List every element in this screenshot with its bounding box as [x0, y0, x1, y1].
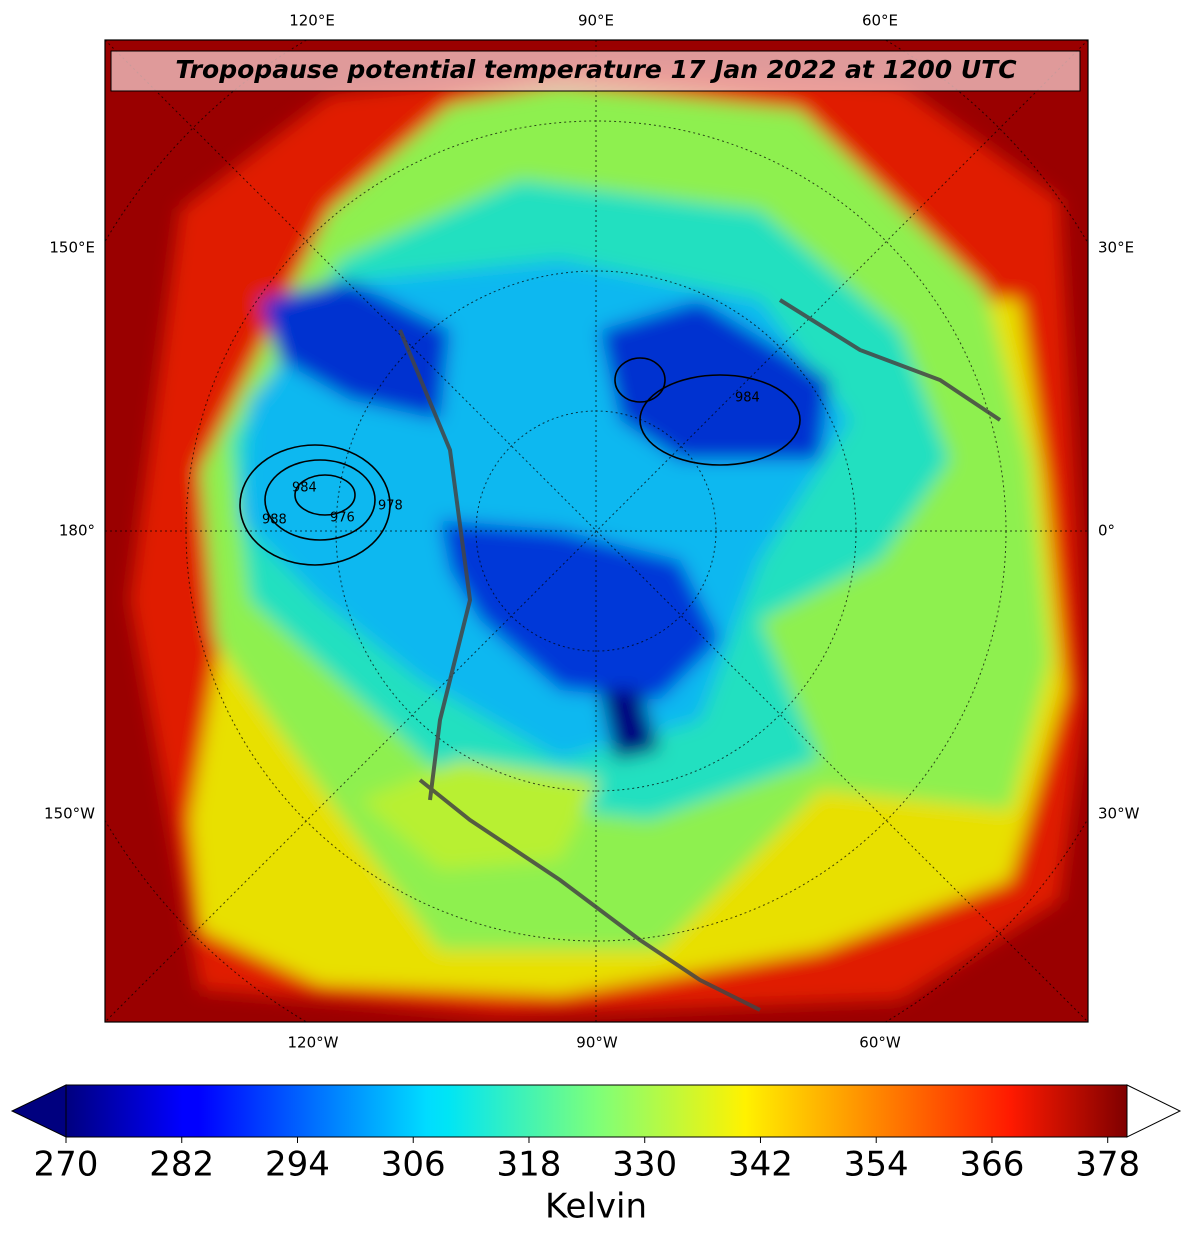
lon-label: 90°E: [578, 12, 614, 30]
lon-label: 0°: [1098, 522, 1115, 540]
contour-label: 988: [262, 513, 287, 528]
lon-label: 180°: [59, 522, 95, 540]
lon-label: 120°E: [289, 12, 335, 30]
colorbar: 270 282 294 306 318 330 342 354 366 378: [10, 1084, 1182, 1185]
colorbar-tick-label: 366: [960, 1145, 1025, 1185]
lon-label: 60°W: [859, 1034, 901, 1052]
colorbar-tick-label: 294: [265, 1145, 330, 1185]
colorbar-tick-label: 318: [497, 1145, 562, 1185]
lon-label: 150°E: [49, 239, 95, 257]
contour-label: 984: [735, 391, 760, 406]
colorbar-extend-min: [10, 1084, 67, 1138]
colorbar-body: [65, 1084, 1128, 1138]
field-shapes: [130, 65, 1085, 1015]
map-field: 984 976 988 984 978: [105, 40, 1088, 1022]
colorbar-tick-label: 342: [728, 1145, 793, 1185]
lon-label: 150°W: [44, 805, 95, 823]
lon-label: 30°E: [1098, 239, 1134, 257]
colorbar-tick-label: 378: [1075, 1145, 1140, 1185]
colorbar-label: Kelvin: [545, 1187, 647, 1227]
title: Tropopause potential temperature 17 Jan …: [175, 55, 1017, 84]
contour-label: 978: [378, 499, 403, 514]
map-frame: [104, 39, 1089, 1023]
lon-label: 30°W: [1098, 805, 1140, 823]
title-box: [110, 50, 1081, 92]
coastlines: [398, 298, 1002, 1012]
colorbar-tick-label: 330: [612, 1145, 677, 1185]
colorbar-tick-label: 282: [149, 1145, 214, 1185]
contour-label: 976: [330, 511, 355, 526]
lon-label: 60°E: [862, 12, 898, 30]
contours: [239, 357, 801, 566]
graticule: [105, 40, 1088, 1022]
contour-label: 984: [292, 481, 317, 496]
colorbar-tick-label: 354: [844, 1145, 909, 1185]
lon-label: 90°W: [576, 1034, 618, 1052]
lon-label: 120°W: [288, 1034, 339, 1052]
colorbar-tick-label: 306: [381, 1145, 446, 1185]
colorbar-tick-label: 270: [34, 1145, 99, 1185]
colorbar-extend-max: [1126, 1084, 1182, 1138]
